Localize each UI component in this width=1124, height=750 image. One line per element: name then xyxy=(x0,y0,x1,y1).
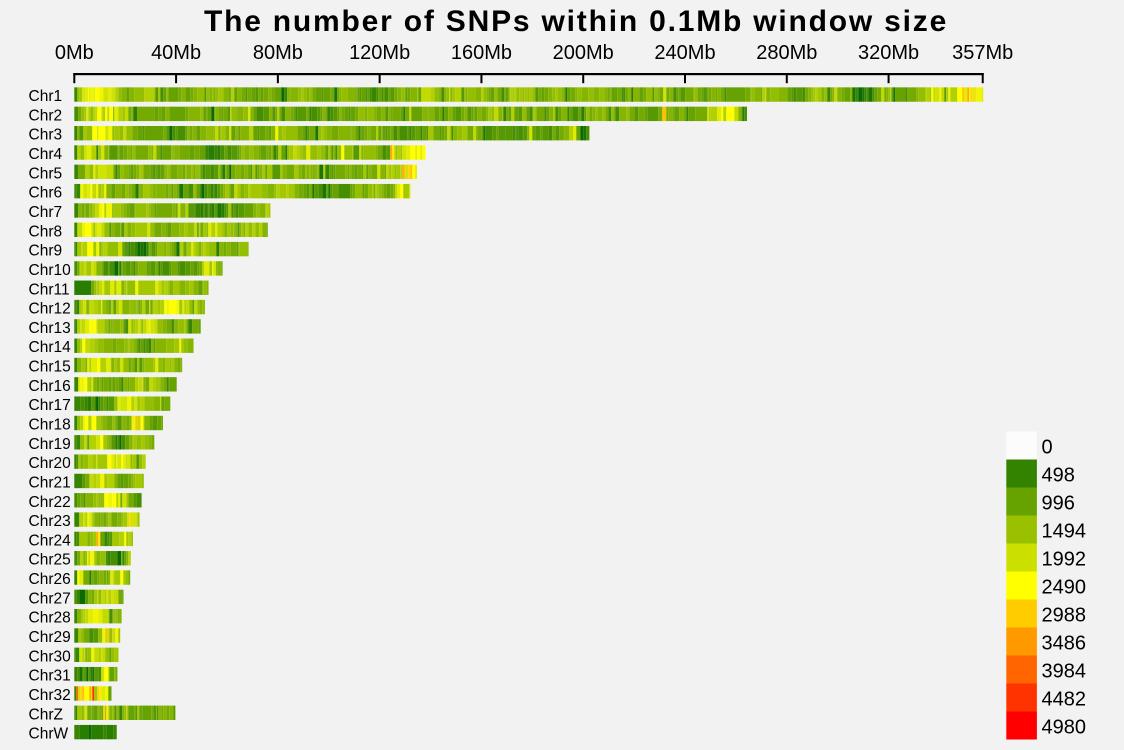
svg-text:4482: 4482 xyxy=(1042,689,1087,711)
svg-text:Chr8: Chr8 xyxy=(29,223,63,240)
svg-text:Chr29: Chr29 xyxy=(29,629,71,646)
svg-text:The number of SNPs within 0.1M: The number of SNPs within 0.1Mb window s… xyxy=(204,5,948,38)
svg-text:320Mb: 320Mb xyxy=(858,42,919,64)
svg-text:Chr28: Chr28 xyxy=(29,610,71,627)
svg-text:Chr5: Chr5 xyxy=(29,165,63,182)
svg-text:Chr32: Chr32 xyxy=(29,687,71,704)
svg-text:996: 996 xyxy=(1042,493,1075,515)
svg-text:Chr18: Chr18 xyxy=(29,416,71,433)
svg-text:Chr31: Chr31 xyxy=(29,668,71,685)
svg-text:2490: 2490 xyxy=(1042,577,1087,599)
svg-text:Chr25: Chr25 xyxy=(29,552,71,569)
svg-text:Chr23: Chr23 xyxy=(29,513,71,530)
svg-text:Chr14: Chr14 xyxy=(29,339,72,356)
svg-text:280Mb: 280Mb xyxy=(756,42,817,64)
svg-text:1992: 1992 xyxy=(1042,549,1087,571)
svg-text:Chr6: Chr6 xyxy=(29,185,63,202)
svg-text:240Mb: 240Mb xyxy=(654,42,715,64)
svg-text:Chr9: Chr9 xyxy=(29,243,63,260)
svg-text:357Mb: 357Mb xyxy=(952,42,1013,64)
svg-text:Chr21: Chr21 xyxy=(29,474,71,491)
svg-text:1494: 1494 xyxy=(1042,521,1087,543)
svg-text:0: 0 xyxy=(1042,437,1053,459)
svg-text:Chr3: Chr3 xyxy=(29,127,63,144)
svg-text:Chr20: Chr20 xyxy=(29,455,72,472)
svg-text:Chr16: Chr16 xyxy=(29,378,71,395)
svg-text:3486: 3486 xyxy=(1042,633,1087,655)
svg-text:160Mb: 160Mb xyxy=(451,42,512,64)
svg-text:ChrZ: ChrZ xyxy=(29,706,63,723)
svg-text:Chr24: Chr24 xyxy=(29,532,72,549)
svg-text:40Mb: 40Mb xyxy=(151,42,201,64)
svg-text:2988: 2988 xyxy=(1042,605,1087,627)
svg-text:Chr1: Chr1 xyxy=(29,88,63,105)
svg-text:Chr11: Chr11 xyxy=(29,281,70,298)
svg-text:120Mb: 120Mb xyxy=(349,42,410,64)
svg-text:Chr2: Chr2 xyxy=(29,107,63,124)
svg-text:Chr26: Chr26 xyxy=(29,571,71,588)
svg-text:Chr17: Chr17 xyxy=(29,397,71,414)
svg-text:3984: 3984 xyxy=(1042,661,1087,683)
svg-text:Chr22: Chr22 xyxy=(29,494,71,511)
svg-text:Chr10: Chr10 xyxy=(29,262,72,279)
svg-text:Chr13: Chr13 xyxy=(29,320,71,337)
svg-text:Chr27: Chr27 xyxy=(29,590,71,607)
svg-text:80Mb: 80Mb xyxy=(253,42,303,64)
svg-text:Chr12: Chr12 xyxy=(29,301,71,318)
svg-text:200Mb: 200Mb xyxy=(553,42,614,64)
svg-text:4980: 4980 xyxy=(1042,717,1087,739)
svg-text:Chr15: Chr15 xyxy=(29,359,71,376)
svg-text:0Mb: 0Mb xyxy=(55,42,94,64)
svg-text:Chr7: Chr7 xyxy=(29,204,63,221)
svg-text:Chr19: Chr19 xyxy=(29,436,71,453)
svg-text:Chr30: Chr30 xyxy=(29,648,72,665)
svg-text:ChrW: ChrW xyxy=(29,726,69,743)
svg-text:498: 498 xyxy=(1042,465,1075,487)
svg-text:Chr4: Chr4 xyxy=(29,146,63,163)
